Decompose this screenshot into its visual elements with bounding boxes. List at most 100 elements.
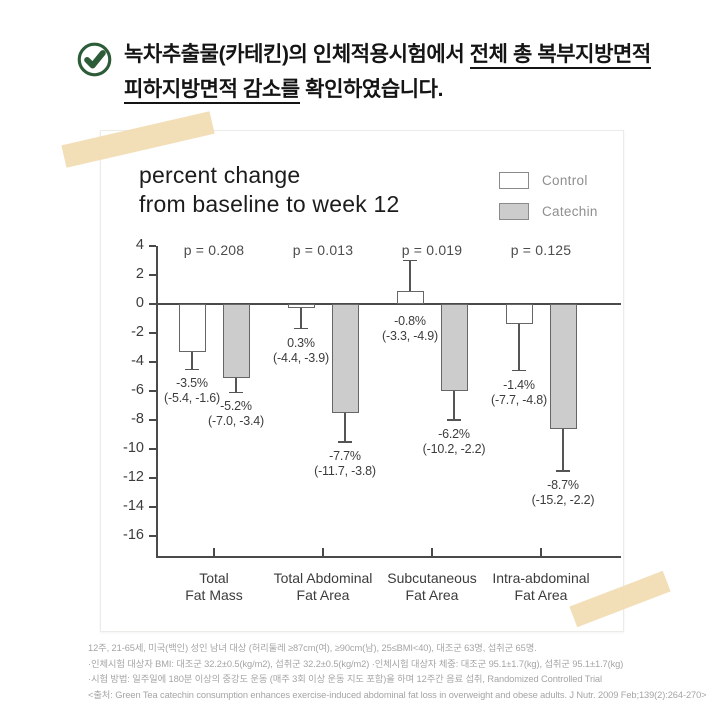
x-axis-line [156, 556, 621, 558]
y-axis-tick [149, 274, 156, 276]
bar-control [178, 304, 206, 352]
error-bar-line [300, 308, 302, 329]
y-axis-tick [149, 448, 156, 450]
y-axis-tick-label: -16 [123, 527, 144, 543]
category-label-line: Fat Area [405, 587, 459, 603]
y-axis-tick-label: -8 [131, 411, 144, 427]
x-axis-tick [431, 548, 433, 556]
bar-value-label: -8.7% (-15.2, -2.2) [508, 478, 618, 508]
footnote-study-population: 12주, 21-65세, 미국(백인) 성인 남녀 대상 (허리둘레 ≥87cm… [88, 643, 537, 653]
error-bar-cap [338, 441, 352, 443]
y-axis-tick [149, 506, 156, 508]
y-axis-tick [149, 361, 156, 363]
y-axis-tick [149, 332, 156, 334]
error-bar-line [518, 324, 520, 371]
header-text-normal-1: 녹차추출물(카테킨)의 인체적용시험에서 [124, 43, 470, 66]
bar-value-label-line: -6.2% [438, 427, 470, 441]
error-bar-line [409, 260, 411, 291]
chart-legend: Control Catechin [499, 171, 598, 233]
x-axis-tick [213, 548, 215, 556]
bar-value-label-line: (-7.0, -3.4) [208, 414, 264, 429]
p-value-label: p = 0.208 [183, 242, 245, 258]
y-axis-tick-label: -12 [123, 469, 144, 485]
y-axis-tick [149, 535, 156, 537]
bar-value-label: -5.2% (-7.0, -3.4) [181, 399, 291, 429]
category-label-line: Total [199, 570, 229, 586]
bar-catechin [440, 304, 468, 391]
y-axis-tick-label: -2 [131, 324, 144, 340]
bar-value-label-line: (-4.4, -3.9) [273, 350, 329, 365]
bar-value-label-line: (-10.2, -2.2) [422, 442, 486, 456]
bar-value-label-line: (-3.3, -4.9) [382, 329, 438, 343]
bar-catechin [222, 304, 250, 378]
y-axis-tick-label: -6 [131, 382, 144, 398]
y-axis-tick-label: -10 [123, 440, 144, 456]
chart-title-line-1: percent change [139, 162, 301, 188]
chart-card: percent change from baseline to week 12 … [100, 130, 624, 632]
error-bar-cap [512, 369, 526, 372]
category-label-line: Fat Area [296, 587, 350, 603]
y-axis-tick-label: -4 [131, 353, 144, 369]
y-axis-tick [149, 245, 156, 247]
p-value-label: p = 0.019 [401, 242, 463, 258]
footnote-source-citation: <출처: Green Tea catechin consumption enha… [88, 689, 707, 700]
y-axis-tick [149, 477, 156, 479]
error-bar-line [191, 351, 193, 370]
error-bar-line [235, 377, 237, 393]
category-label: Total Fat Mass [148, 570, 280, 604]
chart-title: percent change from baseline to week 12 [139, 161, 400, 219]
legend-item-control: Control [499, 171, 598, 189]
bar-value-label: -0.8% (-3.3, -4.9) [355, 314, 465, 344]
bar-value-label-line: -1.4% [503, 377, 535, 392]
error-bar-cap [185, 368, 199, 370]
legend-swatch-control [499, 171, 529, 189]
error-bar-line [562, 428, 564, 471]
category-label-line: Fat Area [514, 587, 568, 603]
header-text-normal-2: 확인하였습니다. [299, 78, 444, 101]
p-value-label: p = 0.125 [510, 242, 572, 258]
bar-value-label-line: -8.7% [547, 477, 579, 492]
header-text-underlined-1: 전체 총 복부지방면적 [469, 43, 651, 69]
error-bar-line [344, 412, 346, 442]
error-bar-cap [403, 259, 417, 262]
bar-value-label-line: (-5.4, -1.6) [164, 391, 220, 406]
y-axis-tick-label: 4 [135, 237, 144, 253]
y-axis-tick-label: -14 [123, 498, 144, 514]
category-label-line: Subcutaneous [387, 570, 477, 586]
legend-label-control: Control [542, 172, 588, 188]
bar-value-label-line: 0.3% [287, 335, 315, 350]
y-axis-line [156, 246, 158, 557]
y-axis-tick-label: 0 [135, 295, 144, 311]
chart-plot: 4 2 0 -2 -4 -6 -8 -10 -12 -14 -16 p = 0.208 Total Fat… [123, 237, 621, 603]
bar-value-label: -1.4% (-7.7, -4.8) [464, 378, 574, 408]
category-label: Intra-abdominal Fat Area [475, 570, 607, 604]
bar-value-label: -6.2% (-10.2, -2.2) [399, 427, 509, 457]
p-value-label: p = 0.013 [292, 242, 354, 258]
header-text-underlined-2: 피하지방면적 감소를 [124, 78, 300, 104]
bar-control [505, 304, 533, 325]
bar-value-label-line: -7.7% [329, 448, 361, 463]
category-label: Subcutaneous Fat Area [366, 570, 498, 604]
error-bar-cap [447, 419, 461, 421]
bar-value-label-line: (-7.7, -4.8) [491, 392, 547, 407]
bar-value-label: 0.3% (-4.4, -3.9) [246, 336, 356, 366]
x-axis-tick [322, 548, 324, 556]
bar-value-label-line: (-15.2, -2.2) [531, 492, 595, 507]
error-bar-cap [556, 470, 570, 472]
bar-value-label-line: -5.2% [220, 399, 252, 414]
category-label-line: Fat Mass [185, 587, 243, 603]
error-bar-line [453, 391, 455, 420]
category-label: Total Abdominal Fat Area [257, 570, 389, 604]
chart-title-line-2: from baseline to week 12 [139, 191, 400, 217]
y-axis-tick-label: 2 [135, 266, 144, 282]
bar-control [396, 290, 424, 304]
footnote-subject-stats: ·인체시험 대상자 BMI: 대조군 32.2±0.5(kg/m2), 섭취군 … [88, 658, 624, 669]
bar-value-label: -7.7% (-11.7, -3.8) [290, 449, 400, 479]
category-label-line: Intra-abdominal [492, 570, 590, 586]
y-axis-tick [149, 419, 156, 421]
bar-catechin [331, 304, 359, 413]
bar-catechin [549, 304, 577, 429]
footnotes-block: 12주, 21-65세, 미국(백인) 성인 남녀 대상 (허리둘레 ≥87cm… [88, 641, 707, 703]
